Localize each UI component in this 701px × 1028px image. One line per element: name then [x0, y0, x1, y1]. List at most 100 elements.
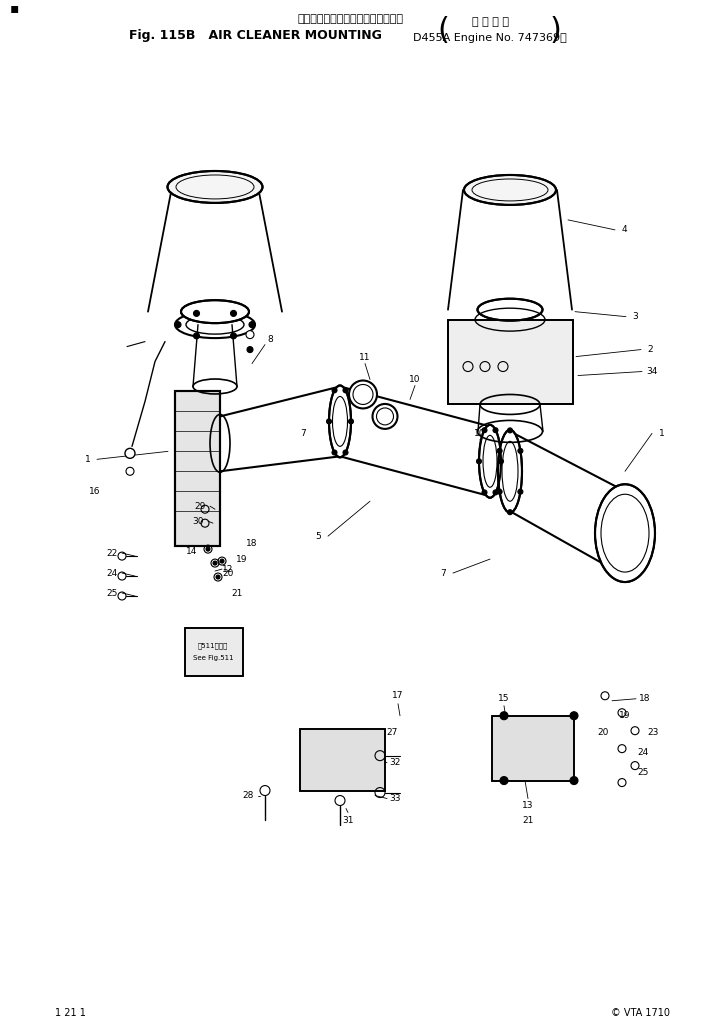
Bar [300, 729, 385, 791]
Text: 23: 23 [647, 728, 659, 737]
Circle shape [518, 448, 523, 453]
Bar [185, 628, 243, 675]
Circle shape [570, 776, 578, 784]
Circle shape [125, 448, 135, 458]
Ellipse shape [168, 171, 262, 203]
Bar [492, 715, 574, 780]
Text: D455A Engine No. 747369～: D455A Engine No. 747369～ [413, 33, 567, 43]
Text: 13: 13 [522, 801, 533, 810]
Text: 34: 34 [646, 367, 658, 376]
Ellipse shape [498, 430, 522, 513]
Circle shape [493, 428, 498, 433]
Text: 10: 10 [409, 375, 421, 384]
Circle shape [193, 310, 200, 317]
Circle shape [206, 547, 210, 551]
Text: 27: 27 [386, 728, 397, 737]
Circle shape [213, 561, 217, 565]
Circle shape [508, 510, 512, 515]
Circle shape [332, 450, 337, 455]
Circle shape [193, 333, 200, 339]
Ellipse shape [479, 425, 501, 498]
Circle shape [477, 458, 482, 464]
Circle shape [570, 711, 578, 720]
Circle shape [493, 490, 498, 494]
Text: 15: 15 [498, 694, 510, 703]
Ellipse shape [477, 299, 543, 321]
Circle shape [220, 559, 224, 563]
Text: 25: 25 [637, 768, 648, 777]
Text: 11: 11 [359, 353, 371, 362]
Text: 19: 19 [619, 711, 631, 721]
Text: 7: 7 [300, 429, 306, 438]
Text: ▪: ▪ [10, 1, 20, 15]
Text: 17: 17 [393, 691, 404, 700]
Circle shape [246, 331, 254, 338]
Text: 31: 31 [342, 816, 354, 825]
Text: Fig. 115B   AIR CLEANER MOUNTING: Fig. 115B AIR CLEANER MOUNTING [128, 29, 381, 42]
Circle shape [518, 489, 523, 494]
Bar [175, 392, 220, 546]
Text: 32: 32 [389, 758, 401, 767]
Text: 21: 21 [522, 816, 533, 825]
Text: 21: 21 [231, 588, 243, 597]
Text: 10: 10 [475, 429, 486, 438]
Text: 4: 4 [621, 225, 627, 234]
Text: 20: 20 [222, 568, 233, 578]
Text: ): ) [550, 15, 562, 45]
Bar [175, 392, 220, 546]
Text: 12: 12 [222, 564, 233, 574]
Circle shape [249, 322, 255, 328]
Text: 1: 1 [85, 454, 91, 464]
Text: 22: 22 [107, 549, 118, 557]
Text: 6: 6 [335, 397, 341, 406]
Circle shape [343, 450, 348, 455]
Circle shape [497, 489, 502, 494]
Ellipse shape [329, 386, 351, 457]
Text: 5: 5 [315, 531, 321, 541]
Circle shape [343, 388, 348, 393]
Ellipse shape [372, 404, 397, 429]
Bar [492, 715, 574, 780]
Text: 1: 1 [659, 429, 665, 438]
Ellipse shape [464, 175, 556, 205]
Ellipse shape [349, 380, 377, 408]
Circle shape [500, 776, 508, 784]
Circle shape [498, 458, 503, 464]
Circle shape [175, 322, 181, 328]
Circle shape [216, 575, 220, 579]
Text: See Fig.511: See Fig.511 [193, 655, 233, 661]
Circle shape [482, 490, 487, 494]
Circle shape [247, 346, 253, 353]
Text: 7: 7 [440, 568, 446, 578]
Circle shape [327, 419, 332, 424]
Text: 25: 25 [107, 588, 118, 597]
Circle shape [231, 310, 236, 317]
Text: 14: 14 [186, 547, 198, 555]
Bar [300, 729, 385, 791]
Circle shape [482, 428, 487, 433]
Text: 18: 18 [639, 694, 651, 703]
Text: 2: 2 [647, 345, 653, 354]
Ellipse shape [181, 300, 249, 323]
Text: 29: 29 [194, 502, 205, 511]
Circle shape [348, 419, 353, 424]
Text: 20: 20 [597, 728, 608, 737]
Circle shape [497, 448, 502, 453]
Circle shape [508, 428, 512, 433]
Text: エアー　クリーナ　マウンティング: エアー クリーナ マウンティング [297, 14, 403, 25]
Text: 3: 3 [632, 313, 638, 321]
Text: (: ( [437, 15, 449, 45]
Circle shape [332, 388, 337, 393]
Text: 1 21 1: 1 21 1 [55, 1008, 86, 1018]
Ellipse shape [595, 484, 655, 582]
Text: 24: 24 [637, 748, 648, 758]
Text: 適 用 号 機: 適 用 号 機 [472, 17, 508, 28]
Text: 30: 30 [192, 517, 204, 525]
Text: 8: 8 [267, 335, 273, 344]
Text: 28: 28 [243, 791, 254, 800]
Text: 24: 24 [107, 568, 118, 578]
Text: 第511図参照: 第511図参照 [198, 642, 229, 650]
Circle shape [500, 711, 508, 720]
Text: 16: 16 [89, 486, 101, 495]
Text: © VTA 1710: © VTA 1710 [611, 1008, 670, 1018]
